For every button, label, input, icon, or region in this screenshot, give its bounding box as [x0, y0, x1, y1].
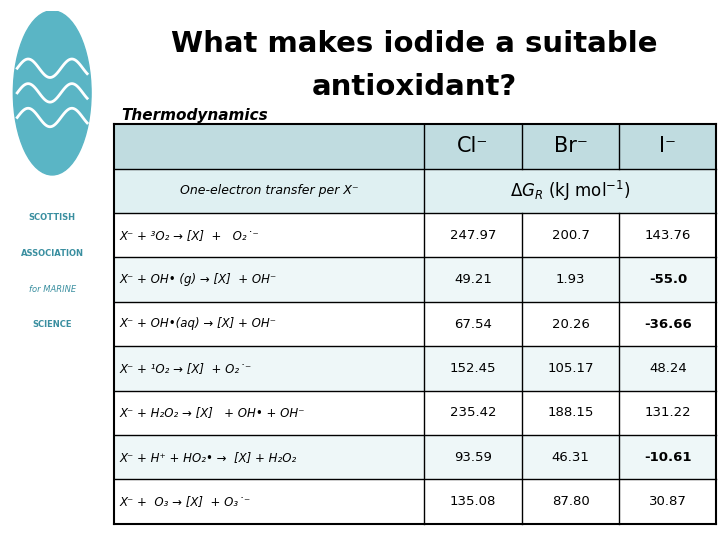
Text: SCIENCE: SCIENCE	[32, 320, 72, 329]
Text: X⁻ + H₂O₂ → [X]   + OH• + OH⁻: X⁻ + H₂O₂ → [X] + OH• + OH⁻	[120, 406, 305, 419]
Text: I⁻: I⁻	[660, 137, 676, 157]
Text: X⁻ + H⁺ + HO₂• →  [X] + H₂O₂: X⁻ + H⁺ + HO₂• → [X] + H₂O₂	[120, 451, 297, 464]
Text: 200.7: 200.7	[552, 229, 590, 242]
Text: X⁻ + OH• (g) → [X]  + OH⁻: X⁻ + OH• (g) → [X] + OH⁻	[120, 273, 276, 286]
Circle shape	[9, 3, 95, 183]
Text: 48.24: 48.24	[649, 362, 687, 375]
Text: 93.59: 93.59	[454, 451, 492, 464]
Text: X⁻ + ³O₂ → [X]  +   O₂˙⁻: X⁻ + ³O₂ → [X] + O₂˙⁻	[120, 229, 259, 242]
Text: X⁻ + ¹O₂ → [X]  + O₂˙⁻: X⁻ + ¹O₂ → [X] + O₂˙⁻	[120, 362, 252, 375]
Text: What makes iodide a suitable: What makes iodide a suitable	[171, 30, 657, 58]
Text: 152.45: 152.45	[450, 362, 496, 375]
Text: Br⁻: Br⁻	[554, 137, 588, 157]
Text: X⁻ + OH•(aq) → [X] + OH⁻: X⁻ + OH•(aq) → [X] + OH⁻	[120, 318, 276, 330]
Text: -10.61: -10.61	[644, 451, 692, 464]
Text: 30.87: 30.87	[649, 495, 687, 508]
Text: ASSOCIATION: ASSOCIATION	[21, 249, 84, 258]
Text: X⁻ +  O₃ → [X]  + O₃˙⁻: X⁻ + O₃ → [X] + O₃˙⁻	[120, 495, 251, 508]
Circle shape	[14, 11, 91, 175]
Text: 67.54: 67.54	[454, 318, 492, 330]
Text: One-electron transfer per X⁻: One-electron transfer per X⁻	[179, 184, 359, 197]
Text: Thermodynamics: Thermodynamics	[121, 108, 268, 123]
Text: 87.80: 87.80	[552, 495, 590, 508]
Text: 247.97: 247.97	[450, 229, 496, 242]
Text: 135.08: 135.08	[450, 495, 496, 508]
Text: 105.17: 105.17	[547, 362, 594, 375]
Text: 1.93: 1.93	[556, 273, 585, 286]
Text: -55.0: -55.0	[649, 273, 687, 286]
Text: 20.26: 20.26	[552, 318, 590, 330]
Text: 131.22: 131.22	[644, 406, 691, 419]
Text: 188.15: 188.15	[547, 406, 594, 419]
Text: 143.76: 143.76	[644, 229, 691, 242]
Text: $\Delta G_R\ \mathregular{(kJ\ mol^{-1})}$: $\Delta G_R\ \mathregular{(kJ\ mol^{-1})…	[510, 179, 631, 203]
Text: 46.31: 46.31	[552, 451, 590, 464]
Text: Cl⁻: Cl⁻	[457, 137, 489, 157]
Text: -36.66: -36.66	[644, 318, 692, 330]
Text: 235.42: 235.42	[450, 406, 496, 419]
Text: 49.21: 49.21	[454, 273, 492, 286]
Text: antioxidant?: antioxidant?	[311, 73, 517, 101]
Text: for MARINE: for MARINE	[29, 285, 76, 294]
Text: SCOTTISH: SCOTTISH	[29, 213, 76, 222]
